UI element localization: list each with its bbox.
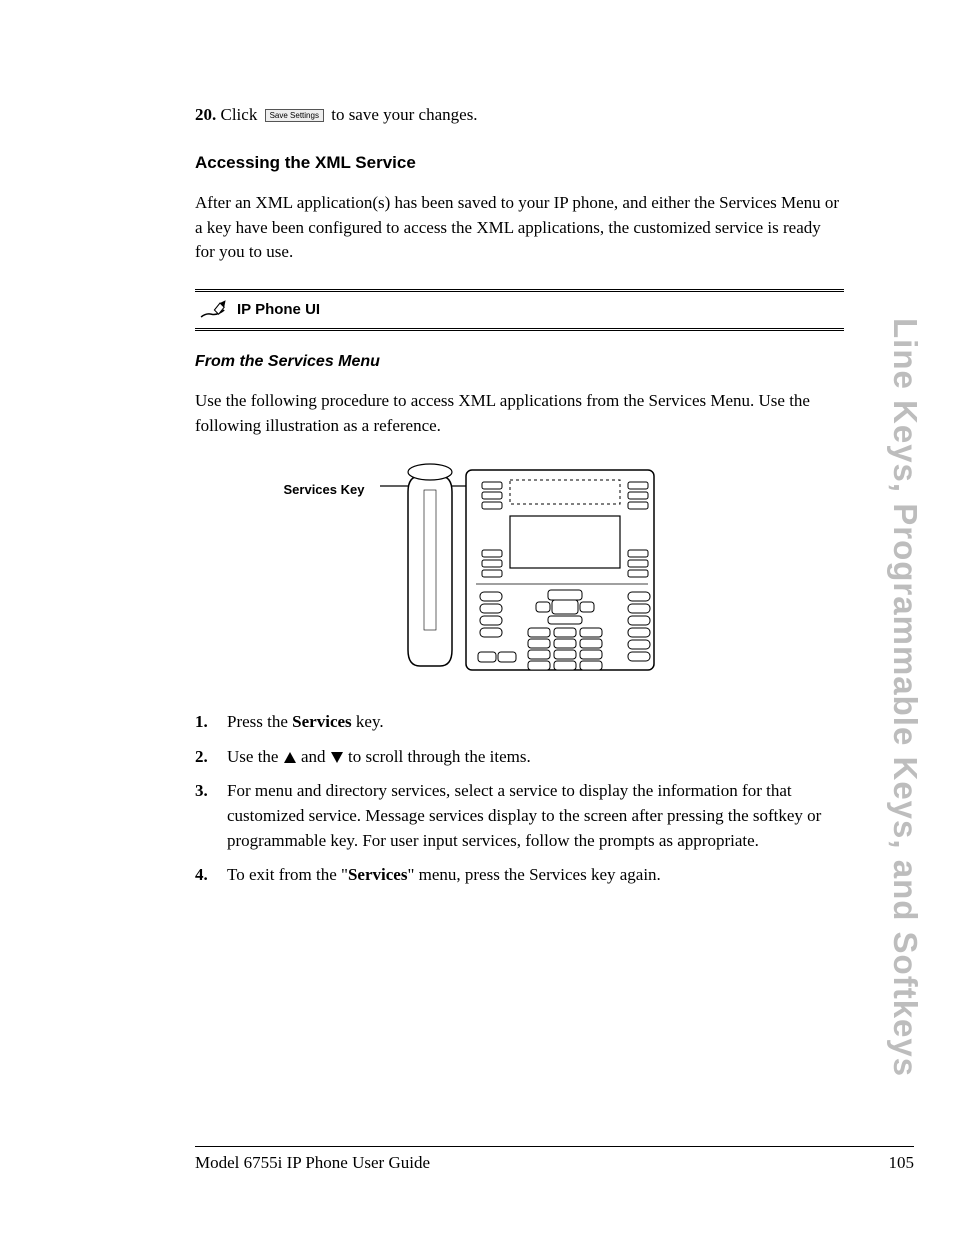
step-2: Use the and to scroll through the items. <box>195 745 844 770</box>
page-footer: Model 6755i IP Phone User Guide 105 <box>195 1146 914 1173</box>
side-chapter-title: Line Keys, Programmable Keys, and Softke… <box>886 318 924 1077</box>
phone-illustration: Services Key <box>380 462 660 682</box>
from-paragraph: Use the following procedure to access XM… <box>195 389 844 438</box>
phone-svg <box>380 462 660 677</box>
footer-title: Model 6755i IP Phone User Guide <box>195 1153 430 1173</box>
step-3: For menu and directory services, select … <box>195 779 844 853</box>
step-1: Press the Services key. <box>195 710 844 735</box>
step-4: To exit from the "Services" menu, press … <box>195 863 844 888</box>
save-settings-button-image: Save Settings <box>265 109 324 122</box>
page: 20. Click Save Settings to save your cha… <box>0 0 954 1235</box>
step-20-post: to save your changes. <box>331 105 477 124</box>
step-20: 20. Click Save Settings to save your cha… <box>195 105 844 125</box>
ip-phone-ui-bar: IP Phone UI <box>195 289 844 331</box>
procedure-list: Press the Services key. Use the and to s… <box>195 710 844 888</box>
down-arrow-icon <box>331 752 343 763</box>
step-20-number: 20. <box>195 105 216 124</box>
pen-writing-icon <box>199 300 227 320</box>
illustration-wrap: Services Key <box>195 462 844 682</box>
up-arrow-icon <box>284 752 296 763</box>
services-key-label: Services Key <box>284 482 365 497</box>
heading-accessing-xml: Accessing the XML Service <box>195 153 844 173</box>
heading-from-services: From the Services Menu <box>195 353 844 371</box>
page-number: 105 <box>889 1153 915 1173</box>
ip-phone-ui-label: IP Phone UI <box>237 301 320 318</box>
step-20-pre: Click <box>221 105 258 124</box>
xml-paragraph: After an XML application(s) has been sav… <box>195 191 844 265</box>
